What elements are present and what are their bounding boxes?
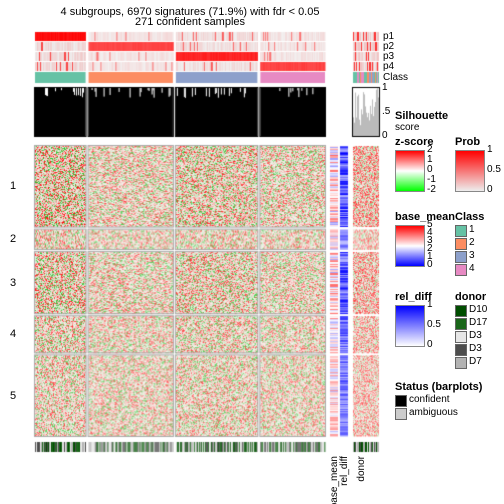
legend-prob-tick: 0 [487,184,493,195]
legend-donor-swatch [455,318,467,330]
legend-donor-label: D3 [469,343,482,354]
legend-class-swatch [455,238,467,250]
legend-silhouette-title: Silhouette [395,110,448,122]
legend-reldiff-tick: 1 [427,299,433,310]
row-group-label: 1 [10,180,16,192]
legend-prob [455,150,485,192]
legend-basemean-tick: 5 [427,219,433,230]
legend-donor-label: D7 [469,356,482,367]
legend-donor-swatch [455,357,467,369]
silhouette-axis-tick: 0 [382,130,388,141]
legend-donor-label: D17 [469,317,487,328]
legend-zscore-tick: -2 [427,184,436,195]
legend-donor-swatch [455,331,467,343]
legend-class-label: 3 [469,250,475,261]
legend-donor-swatch [455,344,467,356]
legend-class-label: 1 [469,224,475,235]
row-group-label: 2 [10,233,16,245]
bottom-axis-label: rel_diff [339,456,350,486]
legend-donor-swatch [455,305,467,317]
silhouette-axis-tick: 1 [382,82,388,93]
legend-donor-title: donor [455,291,486,303]
legend-status-swatch [395,395,407,407]
legend-zscore-tick: 0 [427,164,433,175]
legend-class-label: 2 [469,237,475,248]
legend-donor-label: D10 [469,304,487,315]
legend-class-swatch [455,264,467,276]
legend-basemean [395,225,425,267]
legend-status-swatch [395,408,407,420]
row-group-label: 5 [10,390,16,402]
legend-zscore [395,150,425,192]
legend-status-label: confident [409,394,450,405]
row-group-label: 4 [10,328,16,340]
bottom-axis-label: donor [356,456,367,482]
legend-zscore-tick: 2 [427,144,433,155]
legend-prob-title: Prob [455,136,480,148]
legend-reldiff-tick: 0.5 [427,319,441,330]
legend-class-title: Class [455,211,484,223]
prob-row-label: p4 [383,61,394,72]
legend-status-label: ambiguous [409,407,458,418]
legend-class-label: 4 [469,263,475,274]
legend-status-title: Status (barplots) [395,381,482,393]
legend-reldiff [395,305,425,347]
legend-basemean-title: base_mean [395,211,455,223]
legend-class-swatch [455,251,467,263]
legend-reldiff-tick: 0 [427,339,433,350]
legend-prob-tick: 1 [487,144,493,155]
legend-zscore-tick: -1 [427,174,436,185]
legend-prob-tick: 0.5 [487,164,501,175]
legend-silhouette-sub: score [395,122,419,133]
legend-zscore-tick: 1 [427,154,433,165]
silhouette-axis-tick: .5 [382,106,390,117]
legend-donor-label: D3 [469,330,482,341]
legend-class-swatch [455,225,467,237]
row-group-label: 3 [10,277,16,289]
